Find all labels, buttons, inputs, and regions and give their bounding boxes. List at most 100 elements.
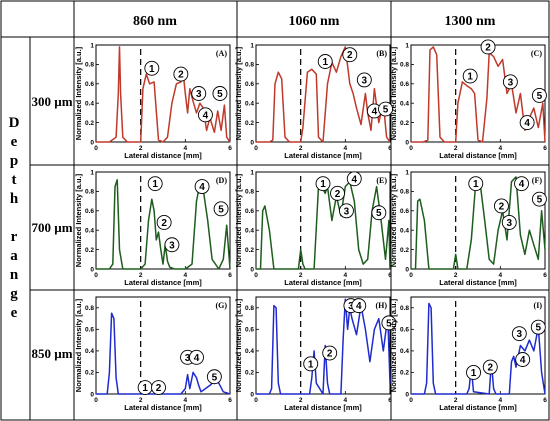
x-tick-label: 2 (299, 272, 303, 279)
peak-marker-label: 5 (536, 323, 542, 334)
x-tick-label: 0 (94, 272, 98, 279)
x-tick-label: 6 (388, 145, 392, 152)
peak-marker-circle (482, 359, 498, 375)
peak-marker-circle (303, 356, 319, 372)
x-tick-label: 4 (344, 272, 348, 279)
peak-marker-label: 5 (212, 372, 218, 383)
x-axis-title: Lateral distance [mm] (439, 403, 517, 412)
peak-marker-label: 5 (217, 89, 223, 100)
peak-marker-label: 5 (537, 91, 543, 102)
x-tick-label: 4 (184, 272, 188, 279)
peak-marker-circle (351, 298, 367, 314)
y-tick-label: 0.8 (85, 305, 94, 312)
peak-marker-label: 5 (376, 208, 382, 219)
y-tick-label: 0.4 (245, 101, 254, 108)
col-header-860: 860 nm (133, 14, 177, 29)
x-tick-label: 6 (543, 145, 547, 152)
x-tick-label: 0 (94, 397, 98, 404)
x-tick-label: 2 (454, 145, 458, 152)
y-tick-label: 1 (90, 169, 94, 176)
peak-marker-circle (151, 380, 166, 395)
peak-marker-circle (371, 205, 387, 221)
panel-letter: (C) (531, 49, 542, 58)
x-tick-label: 4 (499, 145, 503, 152)
intensity-series-line (411, 46, 546, 143)
x-tick-label: 6 (228, 145, 232, 152)
peak-marker-label: 1 (320, 179, 326, 190)
x-axis-title: Lateral distance [mm] (439, 278, 517, 287)
peak-marker-circle (381, 315, 397, 331)
y-axis-title: Normalized Intensity [a.u.] (389, 46, 398, 140)
y-tick-label: 0.2 (245, 247, 254, 254)
chart-panels: 0 0.2 0.4 0.6 0.8 1 0 2 4 6 Lateral distance [mm] N… (74, 39, 547, 412)
y-tick-label: 0.6 (245, 81, 254, 88)
peak-marker-label: 1 (308, 359, 314, 370)
chart-panel-2: 0 0.2 0.4 0.6 0.8 1 0 2 4 6 Lateral distance [mm] N… (234, 42, 393, 160)
peak-marker-circle (173, 66, 189, 82)
depth-range-label: D e p t h r a n g e (9, 115, 20, 321)
x-tick-label: 0 (409, 397, 413, 404)
peak-marker-circle (501, 214, 517, 230)
y-tick-label: 0 (250, 391, 254, 398)
peak-marker-circle (515, 352, 531, 367)
peak-marker-label: 3 (348, 301, 354, 312)
panel-letter: (F) (532, 176, 543, 185)
peak-marker-label: 4 (203, 110, 209, 121)
peak-marker-circle (462, 68, 478, 84)
x-tick-label: 0 (94, 145, 98, 152)
y-tick-label: 1 (250, 42, 254, 49)
peak-marker-circle (466, 364, 481, 380)
peak-marker-label: 5 (383, 105, 389, 116)
peak-marker-circle (530, 319, 546, 335)
y-tick-label: 0.4 (400, 348, 409, 355)
peak-marker-label: 2 (485, 42, 491, 53)
peak-marker-label: 3 (362, 75, 368, 86)
y-tick-label: 0.2 (400, 370, 409, 377)
intensity-series-line (411, 302, 546, 395)
peak-marker-label: 4 (351, 174, 357, 185)
peak-marker-label: 2 (327, 349, 333, 360)
plot-frame (410, 171, 546, 270)
x-axis-title: Lateral distance [mm] (284, 278, 362, 287)
peak-marker-label: 3 (506, 218, 512, 229)
x-tick-label: 2 (139, 397, 143, 404)
peak-marker-label: 2 (488, 363, 494, 374)
col-header-1300: 1300 nm (445, 14, 496, 29)
intensity-series-line (96, 46, 231, 143)
chart-panel-8: 0 0.2 0.4 0.6 0.8 0 2 4 6 Lateral distance [mm] No… (234, 296, 397, 412)
peak-marker-label: 4 (356, 301, 362, 312)
peak-marker-label: 1 (471, 368, 477, 379)
y-axis-title: Normalized Intensity [a.u.] (74, 173, 83, 267)
x-axis-title: Lateral distance [mm] (124, 278, 202, 287)
y-tick-label: 0.6 (245, 327, 254, 334)
row-header-300: 300 µm (31, 94, 72, 109)
y-tick-label: 0.4 (400, 228, 409, 235)
y-axis-title: Normalized Intensity [a.u.] (74, 298, 83, 392)
y-tick-label: 0 (90, 139, 94, 146)
y-tick-label: 0.8 (85, 189, 94, 196)
plot-frame (95, 171, 231, 270)
y-tick-label: 0 (405, 139, 409, 146)
chart-panel-6: 0 0.2 0.4 0.6 0.8 1 0 2 4 6 Lateral distance [mm] N… (389, 169, 547, 287)
x-tick-label: 2 (454, 397, 458, 404)
y-tick-label: 0.8 (400, 305, 409, 312)
peak-marker-label: 5 (218, 204, 224, 215)
x-tick-label: 4 (499, 272, 503, 279)
peak-marker-label: 3 (517, 329, 523, 340)
peak-marker-label: 2 (347, 50, 353, 61)
peak-marker-circle (519, 115, 535, 131)
y-tick-label: 0 (250, 139, 254, 146)
y-tick-label: 0.4 (400, 101, 409, 108)
x-tick-label: 4 (499, 397, 503, 404)
x-axis-title: Lateral distance [mm] (439, 151, 517, 160)
y-tick-label: 0.8 (400, 189, 409, 196)
plot-frame (410, 296, 546, 395)
panel-letter: (H) (375, 301, 387, 310)
intensity-series-line (256, 46, 391, 143)
x-axis-title: Lateral distance [mm] (284, 151, 362, 160)
peak-marker-circle (144, 60, 160, 76)
peak-marker-circle (147, 176, 163, 192)
chart-panel-3: 0 0.2 0.4 0.6 0.8 1 0 2 4 6 Lateral distance [mm] N… (389, 39, 547, 160)
